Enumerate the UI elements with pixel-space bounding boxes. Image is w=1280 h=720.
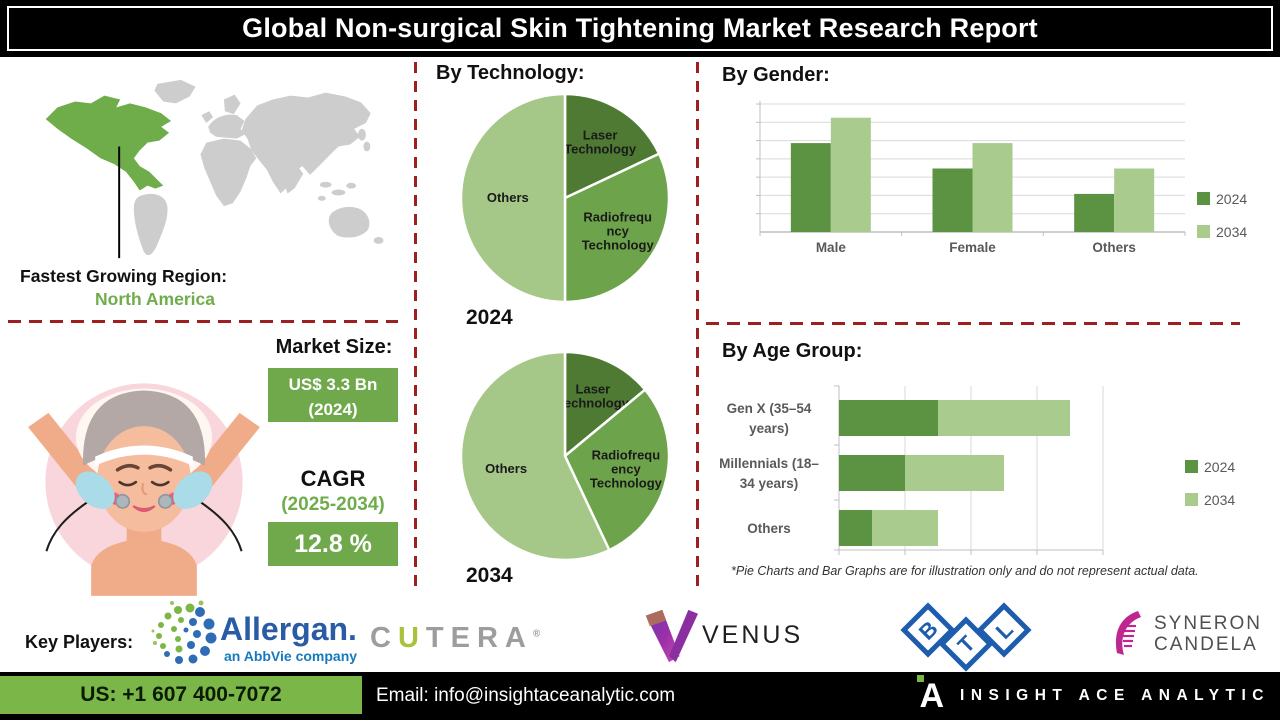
allergan-dots-icon <box>151 600 217 664</box>
cutera-registered-mark: ® <box>532 628 541 640</box>
svg-text:2024: 2024 <box>1204 459 1235 475</box>
footer-brand-name: INSIGHT ACE ANALYTIC <box>960 687 1270 704</box>
btl-letter-l: L <box>991 617 1018 644</box>
syneron-candela-logo: SYNERON CANDELA <box>1108 608 1262 660</box>
syneron-flame-icon <box>1115 611 1141 655</box>
cutera-letters: TERA <box>425 622 533 654</box>
pie-2034-year-label: 2034 <box>466 564 513 587</box>
world-map <box>45 79 384 259</box>
svg-text:2034: 2034 <box>1204 492 1235 508</box>
region-value: North America <box>95 289 215 309</box>
btl-letter-t: T <box>953 630 981 658</box>
age-group-bar-chart: Gen X (35–54 years) Millennials (18– 34 yea… <box>719 385 1235 555</box>
footer-phone: US: +1 607 400-7072 <box>0 676 362 714</box>
cutera-letter-u: U <box>397 622 426 654</box>
gender-bar-chart: Male Female Others 2024 2034 <box>756 101 1247 255</box>
btl-logo: B T L <box>900 602 1032 672</box>
footer-brand-logo: A INSIGHT ACE ANALYTIC <box>916 672 1270 720</box>
cutera-logo: CUTERA® <box>370 622 540 655</box>
svg-text:Others: Others <box>1092 240 1136 255</box>
divider-col-2 <box>696 62 699 592</box>
market-size-label: Market Size: <box>275 336 393 358</box>
svg-text:Others: Others <box>485 461 527 476</box>
age-section-title: By Age Group: <box>722 340 863 362</box>
svg-text:Others: Others <box>487 190 529 205</box>
svg-text:2034: 2034 <box>1216 224 1247 240</box>
title-bar: Global Non-surgical Skin Tightening Mark… <box>0 0 1280 57</box>
svg-text:2024: 2024 <box>1216 191 1247 207</box>
allergan-logo: Allergan. an AbbVie company <box>151 600 357 664</box>
insightace-a-icon: A <box>917 675 945 715</box>
footer-bar: US: +1 607 400-7072 Email: info@insighta… <box>0 672 1280 720</box>
gender-section-title: By Gender: <box>722 64 830 86</box>
map-north-america-highlight <box>45 95 172 191</box>
chart-disclaimer: *Pie Charts and Bar Graphs are for illus… <box>731 564 1199 578</box>
skin-treatment-illustration <box>28 383 260 596</box>
divider-right <box>706 322 1240 325</box>
svg-text:Female: Female <box>949 240 996 255</box>
region-label: Fastest Growing Region: <box>20 266 228 286</box>
syneron-wordmark-line1: SYNERON <box>1154 613 1262 634</box>
venus-logo: VENUS <box>640 606 803 664</box>
syneron-wordmark-line2: CANDELA <box>1154 634 1258 655</box>
market-size-year: (2024) <box>308 399 358 419</box>
technology-pie-2034: Laser Technology Radiofrequ ency Technology O… <box>459 350 671 562</box>
pie-2024-year-label: 2024 <box>466 306 513 329</box>
technology-section-title: By Technology: <box>436 62 585 84</box>
market-size-value: US$ 3.3 Bn <box>288 375 378 394</box>
allergan-wordmark: Allergan. <box>220 611 357 647</box>
map-continents <box>133 79 384 256</box>
market-size-badge: US$ 3.3 Bn (2024) <box>268 368 398 422</box>
divider-col-1 <box>414 62 417 592</box>
technology-pie-2024: Laser Technology Radiofrequ ncy Technology Ot… <box>459 92 671 304</box>
title-border: Global Non-surgical Skin Tightening Mark… <box>7 6 1273 51</box>
venus-v-icon <box>645 609 698 663</box>
allergan-subtitle: an AbbVie company <box>224 648 357 664</box>
key-players-label: Key Players: <box>25 632 134 652</box>
cagr-period: (2025-2034) <box>281 494 385 515</box>
cagr-label: CAGR <box>300 466 366 491</box>
svg-text:Male: Male <box>816 240 847 255</box>
divider-left <box>8 320 398 323</box>
cagr-badge: 12.8 % <box>268 522 398 566</box>
cutera-letter-c: C <box>370 622 398 654</box>
svg-text:Others: Others <box>747 521 791 536</box>
svg-text:Millennials (18–34 years): Millennials (18– 34 years) <box>719 456 819 491</box>
footer-email: Email: info@insightaceanalytic.com <box>376 685 676 706</box>
page-title: Global Non-surgical Skin Tightening Mark… <box>242 13 1038 43</box>
venus-wordmark: VENUS <box>702 620 804 649</box>
